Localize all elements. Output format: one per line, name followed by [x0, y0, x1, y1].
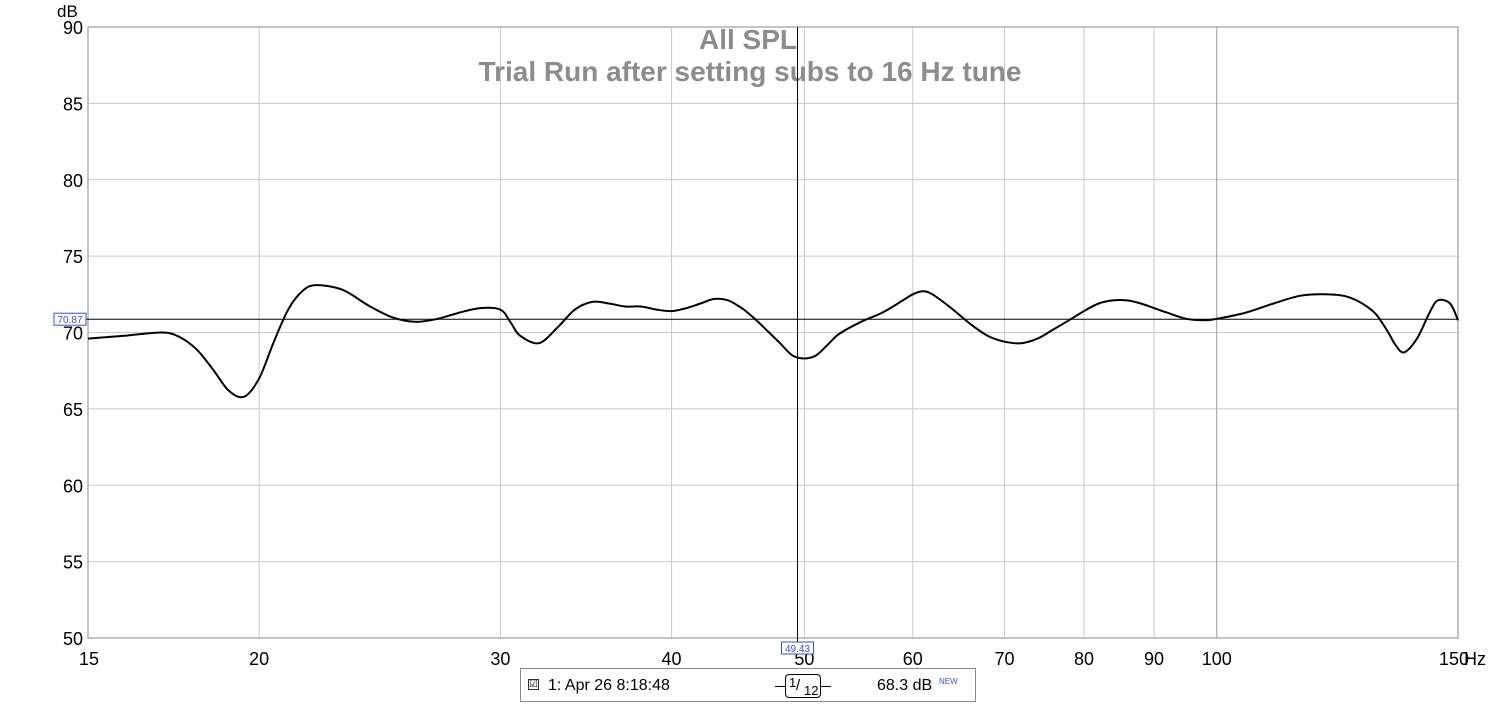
smoothing-numerator: 1	[789, 675, 797, 690]
cursor-value: 68.3 dB	[877, 677, 933, 694]
y-tick-label: 90	[63, 18, 83, 38]
y-tick-label: 80	[63, 171, 83, 191]
spl-chart: All SPL Trial Run after setting subs to …	[53, 2, 1486, 668]
smoothing-line-right	[821, 686, 831, 687]
y-tick-label: 60	[63, 476, 83, 496]
legend-box: ☑ 1: Apr 26 8:18:48 1 / 12 68.3 dB NEW	[520, 668, 976, 702]
y-tick-label: 55	[63, 553, 83, 573]
y-tick-label: 75	[63, 247, 83, 267]
x-tick-label: 70	[995, 649, 1015, 668]
x-tick-label: 150	[1439, 649, 1469, 668]
measurement-label: 1: Apr 26 8:18:48	[548, 677, 670, 694]
x-tick-label: 60	[903, 649, 923, 668]
y-axis-unit: dB	[57, 2, 78, 21]
cursor-x-marker: 49.43	[785, 644, 810, 655]
series-line	[87, 284, 1459, 399]
cursor-y-marker-box	[53, 312, 87, 326]
x-tick-label: 90	[1144, 649, 1164, 668]
x-tick-label: 40	[662, 649, 682, 668]
plot-border	[87, 26, 1459, 639]
y-tick-label: 50	[63, 629, 83, 649]
x-tick-label: 30	[490, 649, 510, 668]
x-axis-unit: Hz	[1464, 649, 1486, 668]
smoothing-line-left	[775, 686, 785, 687]
cursor-y-marker: 70.87	[57, 315, 82, 326]
measurement-checkbox[interactable]: ☑	[528, 679, 539, 690]
grid-lines	[87, 26, 1459, 639]
y-tick-label: 85	[63, 94, 83, 114]
smoothing-control[interactable]: 1 / 12	[775, 673, 831, 699]
x-tick-label: 80	[1074, 649, 1094, 668]
y-tick-label: 70	[63, 324, 83, 344]
smoothing-slash-icon: /	[796, 677, 801, 694]
x-tick-label: 20	[249, 649, 269, 668]
x-tick-label: 15	[79, 649, 99, 668]
smoothing-denominator: 12	[804, 683, 819, 698]
chart-subtitle: Trial Run after setting subs to 16 Hz tu…	[479, 56, 1022, 87]
y-tick-label: 65	[63, 400, 83, 420]
chart-title: All SPL	[699, 24, 797, 55]
cursor-x-marker-box	[781, 641, 815, 655]
new-badge: NEW	[939, 677, 958, 686]
x-tick-label: 100	[1202, 649, 1232, 668]
smoothing-box: 1 / 12	[785, 674, 821, 698]
